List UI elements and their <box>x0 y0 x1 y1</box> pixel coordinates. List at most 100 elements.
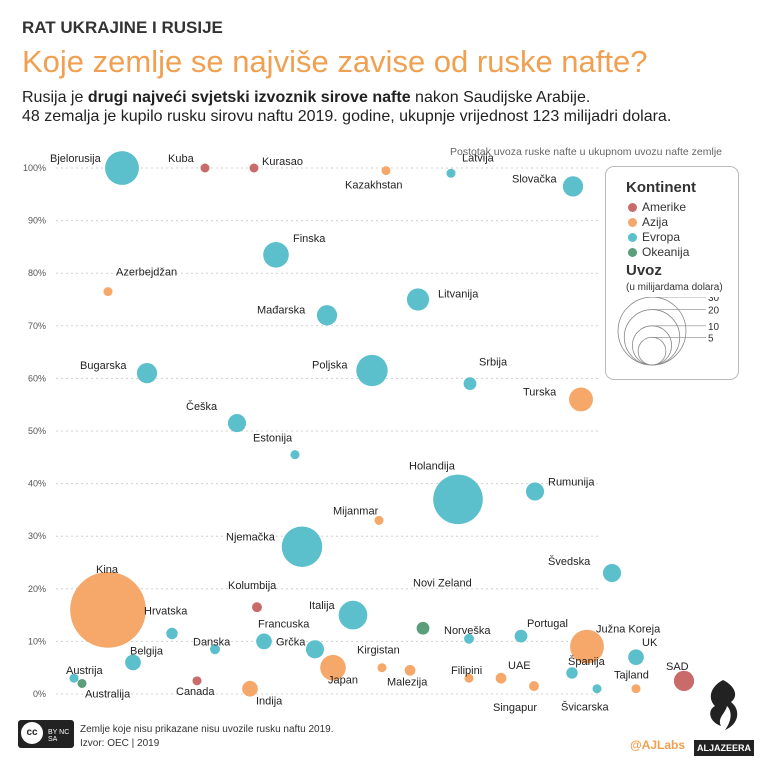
cc-labels: BY NC SA <box>48 729 70 743</box>
bubble-estonija <box>290 450 300 460</box>
bubble-label: Poljska <box>312 360 348 372</box>
bubble-mijanmar <box>374 515 384 525</box>
bubble-švicarska <box>592 684 602 694</box>
bubble-label: Kina <box>96 564 119 576</box>
legend-size-subtitle: (u milijardama dolara) <box>626 282 723 293</box>
bubble-label: Japan <box>328 675 358 687</box>
bubble-label: Francuska <box>258 618 310 630</box>
legend-item-azija: Azija <box>628 215 668 229</box>
bubble-label: Indija <box>256 696 283 708</box>
bubble-holandija <box>433 474 483 525</box>
legend-title: Kontinent <box>626 179 696 196</box>
legend-item-amerike: Amerike <box>628 200 686 214</box>
kicker: RAT UKRAJINE I RUSIJE <box>22 18 223 37</box>
legend-size-circles: 30 20 105 <box>617 297 720 366</box>
y-tick-label: 70% <box>28 321 46 331</box>
bubble-australija <box>77 678 87 689</box>
bubble-belgija <box>125 654 141 671</box>
size-legend-label: 30 <box>708 297 720 304</box>
bubble-rumunija <box>525 482 545 501</box>
bubble-label: Norveška <box>444 625 491 637</box>
bubble-japan <box>320 654 346 681</box>
cc-icon: cc <box>21 722 43 744</box>
bubble-label: Latvija <box>462 152 495 164</box>
legend-size-title: Uvoz <box>626 262 662 279</box>
bubble-italija <box>338 600 368 630</box>
bubble-label: Španija <box>568 655 606 668</box>
bubble-label: Novi Zeland <box>413 577 472 589</box>
bubble-label: Rumunija <box>548 476 595 488</box>
y-axis-label: Postotak uvoza ruske nafte u ukupnom uvo… <box>450 146 722 158</box>
bubble-label: Danska <box>193 636 231 648</box>
bubble-grčka <box>305 640 325 659</box>
legend-dot-icon <box>628 218 637 228</box>
y-tick-label: 0% <box>33 689 46 699</box>
page-title: Koje zemlje se najviše zavise od ruske n… <box>22 44 648 79</box>
bubble-filipini <box>464 673 474 683</box>
bubble-francuska <box>256 633 272 650</box>
bubble-label: Južna Koreja <box>596 624 661 636</box>
bubble-label: Mađarska <box>257 304 306 316</box>
legend-label: Evropa <box>642 230 681 244</box>
legend-label: Amerike <box>642 200 687 214</box>
aljazeera-logo-icon <box>710 680 738 730</box>
logo-text: ALJAZEERA <box>694 740 754 756</box>
bubble-label: Estonija <box>253 433 293 445</box>
bubble-label: Kolumbija <box>228 580 277 592</box>
bubble-novi-zeland <box>416 621 430 635</box>
bubble-label: Srbija <box>479 357 508 369</box>
bubble-label: Italija <box>309 600 336 612</box>
bubble-indija <box>242 680 258 697</box>
bubble-češka <box>227 414 247 433</box>
y-tick-label: 100% <box>23 163 46 173</box>
bubble-label: Mijanmar <box>333 505 379 517</box>
bubble-španija <box>566 667 578 679</box>
legend-dot-icon <box>628 233 637 243</box>
y-tick-label: 50% <box>28 426 46 436</box>
bubble-tajland <box>631 684 641 694</box>
bubble-danska <box>210 644 220 655</box>
bubble-portugal <box>514 629 528 643</box>
bubble-kina <box>70 571 146 648</box>
bubble-bjelorusija <box>105 151 139 185</box>
bubble-label: Njemačka <box>226 532 276 544</box>
y-tick-label: 90% <box>28 216 46 226</box>
bubble-label: UAE <box>508 660 531 672</box>
bubble-norveška <box>464 633 474 644</box>
bubble-južna-koreja <box>570 629 604 664</box>
bubble-uk <box>628 649 644 666</box>
bubble-label: Malezija <box>387 676 428 688</box>
bubble-label: Portugal <box>527 618 568 630</box>
legend-item-evropa: Evropa <box>628 230 680 244</box>
subtitle-line-1: Rusija je drugi najveći svjetski izvozni… <box>22 89 590 107</box>
bubble-label: Češka <box>186 400 218 413</box>
y-tick-label: 10% <box>28 636 46 646</box>
bubble-finska <box>263 241 289 268</box>
y-tick-label: 40% <box>28 479 46 489</box>
subtitle-post: nakon Saudijske Arabije. <box>410 89 591 106</box>
legend: Kontinent Amerike Azija Evropa Okeanija … <box>605 166 739 380</box>
legend-item-okeanija: Okeanija <box>628 245 689 259</box>
size-legend-circle <box>617 297 687 366</box>
bubble-label: Kirgistan <box>357 645 400 657</box>
bubble-kuba <box>200 163 210 173</box>
size-legend-label: 10 <box>708 322 720 333</box>
bubble-slovačka <box>562 176 584 197</box>
footer-note: Zemlje koje nisu prikazane nisu uvozile … <box>80 724 334 735</box>
bubble-srbija <box>463 377 477 391</box>
bubble-singapur <box>529 681 539 692</box>
credit: @AJLabs <box>630 738 686 752</box>
bubble-label: Belgija <box>130 645 164 657</box>
bubble-label: Grčka <box>276 636 306 648</box>
bubble-kirgistan <box>377 663 387 673</box>
bubble-label: Azerbejdžan <box>116 267 177 279</box>
legend-label: Okeanija <box>642 245 690 259</box>
bubble-mađarska <box>316 305 338 326</box>
subtitle-line-2: 48 zemalja je kupilo rusku sirovu naftu … <box>22 108 672 125</box>
bubble-label: Turska <box>523 386 557 398</box>
y-tick-label: 80% <box>28 268 46 278</box>
bubble-label: Slovačka <box>512 173 558 185</box>
bubble-label: UK <box>642 637 658 649</box>
bubble-label: Bugarska <box>80 360 127 372</box>
